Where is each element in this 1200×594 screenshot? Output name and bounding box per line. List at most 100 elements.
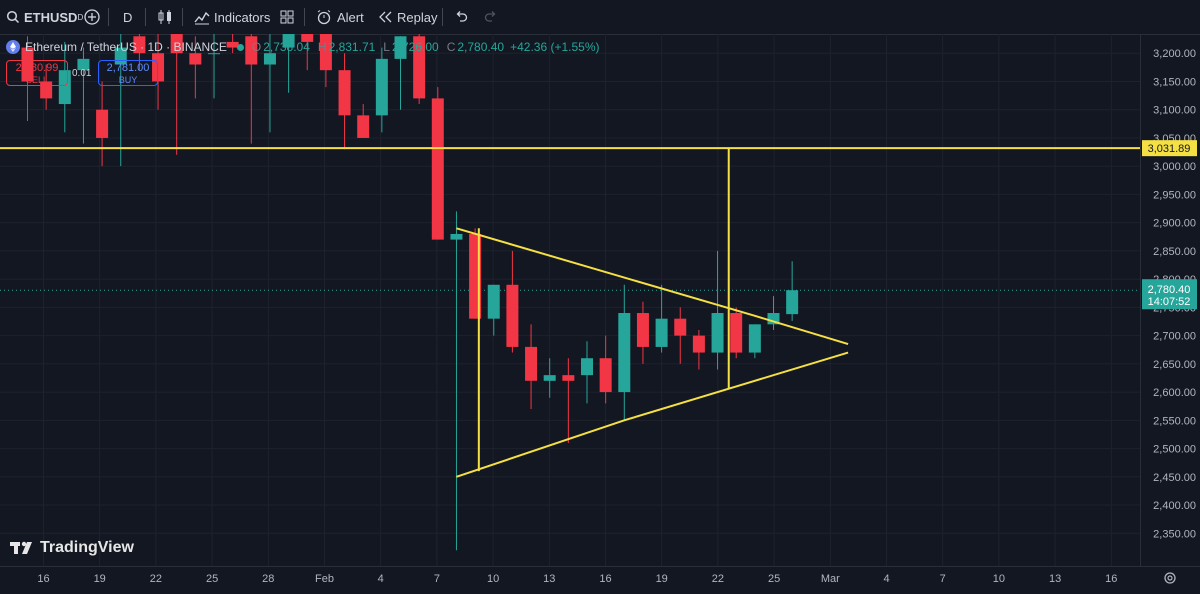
- current-price-tag: [1142, 279, 1197, 310]
- candle-body: [692, 335, 705, 353]
- time-tick-label: Mar: [821, 573, 840, 585]
- time-tick-label: 4: [883, 573, 889, 585]
- time-tick-label: 13: [1049, 573, 1061, 585]
- candle-body: [189, 53, 202, 65]
- toolbar-divider: [304, 8, 305, 26]
- candle-body: [431, 98, 444, 240]
- interval-button[interactable]: D: [123, 0, 132, 34]
- time-axis[interactable]: 16 19 22 25 28 Feb 4 7 10 13 16 19 22 25 Mar 4 7 10 13 16: [0, 566, 1200, 594]
- redo-button[interactable]: [484, 0, 498, 34]
- replay-label: Replay: [397, 9, 438, 25]
- price-tick-label: 3,100.00: [1153, 105, 1196, 117]
- candle-body: [636, 313, 649, 347]
- candle-body: [133, 36, 146, 54]
- buy-price: 2,781.00: [106, 62, 150, 74]
- candle-body: [767, 313, 780, 325]
- candle-body: [730, 313, 743, 353]
- candle-body: [748, 324, 761, 353]
- symbol-title: Ethereum / TetherUS · 1D · BINANCE: [25, 40, 227, 54]
- time-tick-label: 28: [262, 573, 274, 585]
- price-tick-label: 2,600.00: [1153, 387, 1196, 399]
- candle-body: [506, 284, 519, 347]
- watermark-text: TradingView: [40, 539, 134, 556]
- current-price-label: 2,780.40: [1148, 284, 1191, 296]
- triangle-upper-line[interactable]: [456, 227, 849, 346]
- time-tick-label: 7: [940, 573, 946, 585]
- quantity-value[interactable]: 0.01: [72, 68, 92, 79]
- rewind-icon: [379, 11, 392, 23]
- alarm-clock-icon: [317, 10, 331, 25]
- time-tick-label: 4: [378, 573, 384, 585]
- candles-icon: [158, 10, 171, 24]
- indicators-label: Indicators: [214, 9, 271, 25]
- alert-label: Alert: [337, 9, 364, 25]
- candle-body: [786, 290, 799, 315]
- price-tick-label: 3,000.00: [1153, 161, 1196, 173]
- horizontal-line-price-tag[interactable]: [1142, 140, 1197, 157]
- replay-button[interactable]: Replay: [378, 0, 437, 34]
- chart-legend: Ethereum / TetherUS · 1D · BINANCE O 2,73…: [6, 40, 600, 54]
- undo-button[interactable]: [454, 0, 468, 34]
- indicators-icon: [194, 11, 210, 25]
- chart-type-button[interactable]: [157, 0, 173, 34]
- compare-button[interactable]: [84, 0, 100, 34]
- candle-body: [319, 34, 332, 71]
- triangle-lower-line[interactable]: [456, 351, 849, 478]
- search-icon: [6, 10, 20, 24]
- time-tick-label: 16: [37, 573, 49, 585]
- time-tick-label: 13: [543, 573, 555, 585]
- time-tick-label: 16: [1105, 573, 1117, 585]
- time-tick-label: 10: [993, 573, 1005, 585]
- price-tick-label: 2,450.00: [1153, 472, 1196, 484]
- redo-icon: [484, 11, 496, 22]
- settings-icon[interactable]: [1164, 572, 1176, 584]
- candle-body: [581, 358, 593, 376]
- candle-body: [96, 109, 109, 138]
- candle-body: [357, 115, 370, 138]
- top-toolbar: ETHUSD D D Indicators Alert Replay: [0, 0, 1200, 35]
- toolbar-divider: [182, 8, 183, 26]
- ethereum-logo-icon: [6, 40, 20, 54]
- candle-body: [375, 58, 388, 116]
- sell-button[interactable]: 2,780.99 SELL: [6, 60, 68, 86]
- change-value: +42.36 (+1.55%): [510, 40, 600, 54]
- open-key: O: [251, 40, 262, 54]
- buy-button[interactable]: 2,781.00 BUY: [98, 60, 158, 86]
- toolbar-divider: [442, 8, 443, 26]
- time-tick-label: 25: [768, 573, 780, 585]
- bar-countdown-label: 14:07:52: [1148, 296, 1191, 308]
- layouts-button[interactable]: [280, 0, 294, 34]
- candle-body: [655, 318, 668, 347]
- candle-body: [338, 70, 351, 116]
- candle-body: [618, 313, 631, 393]
- symbol-search[interactable]: ETHUSD D: [6, 0, 83, 34]
- price-axis[interactable]: 2,350.00 2,400.00 2,450.00 2,500.00 2,550.00…: [1140, 34, 1200, 566]
- alert-button[interactable]: Alert: [316, 0, 364, 34]
- high-key: H: [317, 40, 327, 54]
- price-tick-label: 3,150.00: [1153, 76, 1196, 88]
- market-status-icon: [236, 43, 244, 51]
- high-value: 2,831.71: [328, 40, 376, 54]
- indicators-button[interactable]: Indicators: [194, 0, 270, 34]
- buy-label: BUY: [118, 75, 138, 85]
- price-tick-label: 2,650.00: [1153, 359, 1196, 371]
- tradingview-logo-icon: [10, 541, 32, 554]
- drawings[interactable]: [0, 147, 1140, 478]
- undo-icon: [456, 11, 468, 22]
- price-chart[interactable]: [0, 34, 1140, 566]
- candle-body: [487, 284, 500, 319]
- candle-body: [208, 53, 220, 55]
- price-tick-label: 2,850.00: [1153, 246, 1196, 258]
- sell-label: SELL: [25, 75, 49, 85]
- candle-body: [282, 34, 295, 48]
- candle-body: [226, 41, 239, 48]
- price-tick-label: 2,700.00: [1153, 331, 1196, 343]
- price-tick-label: 2,900.00: [1153, 218, 1196, 230]
- grid: [0, 34, 1140, 566]
- price-tick-label: 2,550.00: [1153, 415, 1196, 427]
- time-tick-label: 19: [94, 573, 106, 585]
- time-tick-label: 22: [712, 573, 724, 585]
- price-tick-label: 2,350.00: [1153, 528, 1196, 540]
- grid-icon: [280, 10, 294, 24]
- time-tick-label: 10: [487, 573, 499, 585]
